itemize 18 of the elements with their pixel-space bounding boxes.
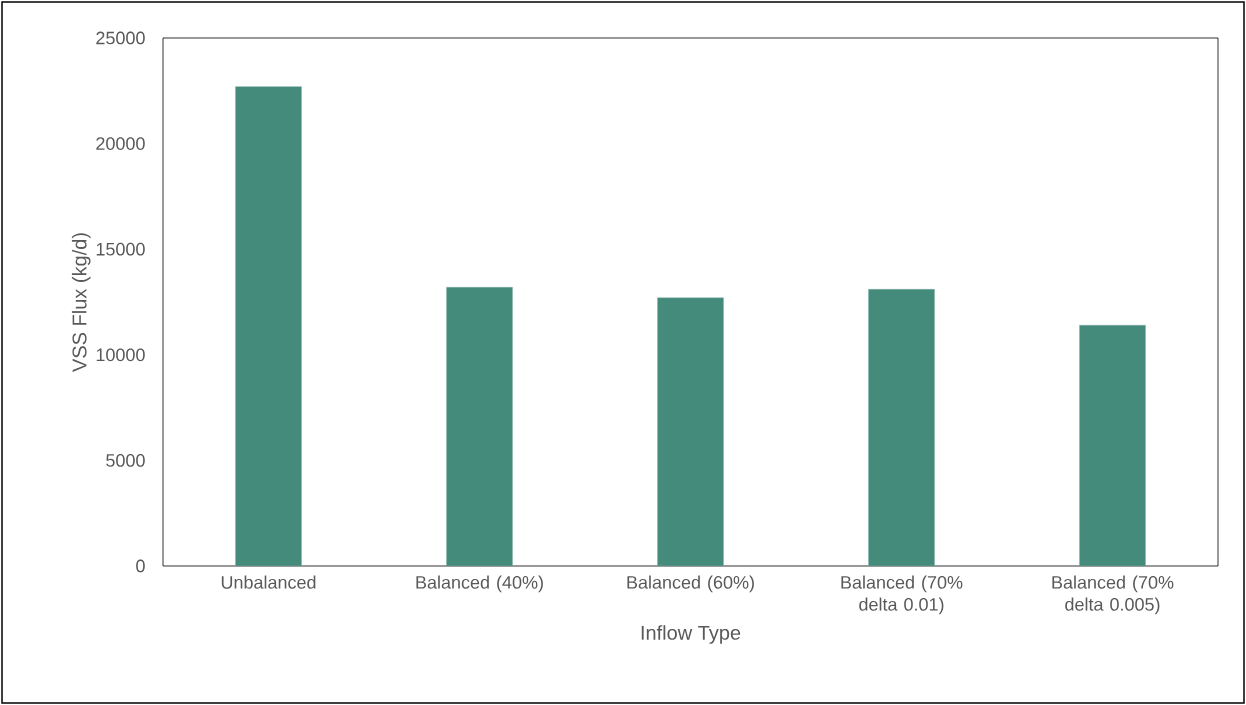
y-tick-label: 0 xyxy=(136,559,145,573)
x-tick-label: Balanced (70% delta 0.01) xyxy=(841,575,963,615)
y-tick-label: 10000 xyxy=(96,348,145,362)
bar xyxy=(657,297,724,566)
bar xyxy=(868,289,935,566)
x-tick-label: Balanced (60%) xyxy=(627,575,754,593)
bar xyxy=(1079,325,1146,566)
bar xyxy=(235,86,302,566)
x-tick-label: Balanced (40%) xyxy=(416,575,543,593)
x-tick-label: Balanced (70% delta 0.005) xyxy=(1052,575,1174,615)
y-axis-title: VSS Flux (kg/d) xyxy=(71,233,91,372)
y-tick-label: 5000 xyxy=(106,454,145,467)
y-tick-label: 15000 xyxy=(96,242,145,256)
x-tick-label: Unbalanced xyxy=(221,575,316,589)
x-axis-title: Inflow Type xyxy=(641,625,741,644)
y-tick-label: 20000 xyxy=(96,137,145,150)
bar xyxy=(446,287,513,566)
y-tick-label: 25000 xyxy=(96,31,145,45)
